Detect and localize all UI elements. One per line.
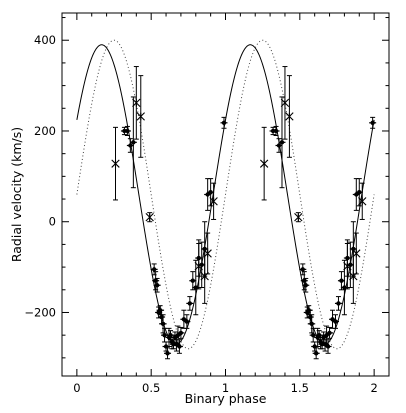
point-marker <box>154 283 160 288</box>
star-data-point <box>209 182 218 220</box>
point-marker <box>221 120 227 126</box>
filled-data-point <box>309 327 317 343</box>
x-axis-title: Binary phase <box>185 391 267 406</box>
filled-data-point <box>175 339 183 354</box>
point-marker <box>279 140 285 145</box>
point-marker <box>276 143 282 148</box>
dotted-model-curve <box>76 39 375 350</box>
point-marker <box>325 344 331 349</box>
point-marker <box>327 330 332 336</box>
star-data-point <box>285 75 294 158</box>
star-data-point <box>203 232 212 275</box>
point-marker <box>184 319 190 324</box>
filled-data-point <box>189 271 197 291</box>
filled-data-point <box>153 277 161 293</box>
star-data-point <box>280 66 290 140</box>
point-marker <box>330 317 335 322</box>
filled-data-point <box>331 314 339 329</box>
filled-data-point <box>324 339 332 354</box>
filled-data-point <box>312 347 320 360</box>
point-marker <box>303 283 308 288</box>
filled-data-point <box>272 125 280 137</box>
y-tick-label: −200 <box>24 305 56 319</box>
point-marker <box>339 278 344 283</box>
filled-data-point <box>150 263 158 276</box>
star-data-point <box>343 243 352 290</box>
star-data-point <box>136 75 145 158</box>
point-marker <box>273 128 279 134</box>
filled-data-point <box>278 96 286 189</box>
star-data-point <box>111 126 120 201</box>
point-marker <box>160 321 166 327</box>
filled-data-point <box>174 325 182 345</box>
y-tick-label: 200 <box>34 124 56 138</box>
point-marker <box>187 301 193 306</box>
filled-data-point <box>334 296 342 311</box>
x-tick-label: 0.5 <box>142 381 160 395</box>
point-marker <box>309 321 314 327</box>
point-marker <box>181 317 187 322</box>
star-data-point <box>352 232 361 275</box>
filled-data-point <box>204 178 212 211</box>
point-marker <box>310 332 316 338</box>
point-marker <box>205 192 210 197</box>
point-marker <box>357 190 362 195</box>
point-marker <box>313 351 319 356</box>
filled-data-point <box>126 138 134 153</box>
axis-ticks: 0 0.5 1 1.5 2 −200 0 200 400 <box>24 13 389 395</box>
point-marker <box>178 330 184 336</box>
point-marker <box>370 120 375 126</box>
point-marker <box>336 301 341 306</box>
filled-data-point <box>164 347 172 360</box>
y-tick-label: 400 <box>34 33 56 47</box>
filled-data-point <box>123 125 131 137</box>
point-marker <box>324 332 329 338</box>
filled-data-point <box>186 296 194 311</box>
filled-data-point <box>326 326 334 339</box>
point-marker <box>177 344 182 349</box>
filled-data-point <box>207 178 215 207</box>
star-data-point <box>194 243 203 290</box>
filled-data-point <box>302 277 310 293</box>
x-tick-label: 2 <box>370 381 377 395</box>
point-marker <box>162 332 167 338</box>
star-data-point <box>145 212 154 223</box>
star-data-point <box>294 212 303 223</box>
filled-data-point <box>161 327 169 343</box>
point-marker <box>175 332 181 338</box>
filled-data-point <box>275 138 283 153</box>
star-data-point <box>358 182 367 220</box>
point-marker <box>208 190 213 195</box>
point-marker <box>165 351 170 356</box>
point-marker <box>333 319 338 324</box>
point-marker <box>190 278 195 283</box>
filled-data-point <box>329 309 337 329</box>
point-marker <box>151 267 157 272</box>
point-marker <box>300 267 305 272</box>
filled-data-point <box>369 116 377 129</box>
x-tick-label: 1.5 <box>291 381 309 395</box>
x-tick-label: 0 <box>73 381 80 395</box>
filled-data-point <box>337 271 345 291</box>
y-axis-title: Radial velocity (km/s) <box>9 127 24 262</box>
filled-data-point <box>220 116 228 129</box>
x-tick-label: 1 <box>222 381 229 395</box>
filled-data-point <box>183 314 191 329</box>
point-marker <box>125 128 130 134</box>
filled-data-point <box>129 96 137 189</box>
star-data-point <box>259 126 269 201</box>
filled-data-point <box>355 178 363 207</box>
data-points <box>111 66 377 360</box>
point-marker <box>128 143 133 148</box>
star-data-point <box>132 66 141 140</box>
filled-data-point <box>177 326 185 339</box>
y-tick-label: 0 <box>49 215 56 229</box>
point-marker <box>131 140 136 145</box>
point-marker <box>354 192 359 197</box>
